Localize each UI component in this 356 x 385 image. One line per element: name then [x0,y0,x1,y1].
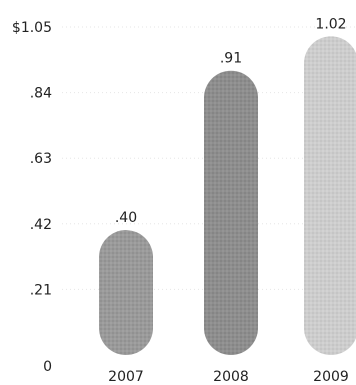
y-tick-label: .63 [30,151,52,167]
x-tick-label-2009: 2009 [313,369,349,385]
x-tick-label-2007: 2007 [108,369,144,385]
bar-2007 [99,230,153,355]
x-axis-ticks: 2007 2008 2009 [108,369,349,385]
data-label-2007: .40 [115,210,137,226]
x-tick-label-2008: 2008 [213,369,249,385]
data-label-2009: 1.02 [315,16,346,32]
y-tick-label: $1.05 [12,20,52,36]
y-tick-label: .21 [30,282,52,298]
data-labels: .40 .91 1.02 [115,16,347,226]
bar-2009 [304,36,356,355]
y-tick-label: .42 [30,217,52,233]
data-label-2008: .91 [220,51,242,67]
y-axis-ticks: 0 .21 .42 .63 .84 $1.05 [12,20,52,375]
y-tick-label: .84 [30,86,52,102]
bar-2008 [204,70,258,355]
y-tick-label: 0 [43,359,52,375]
bars [99,36,356,355]
